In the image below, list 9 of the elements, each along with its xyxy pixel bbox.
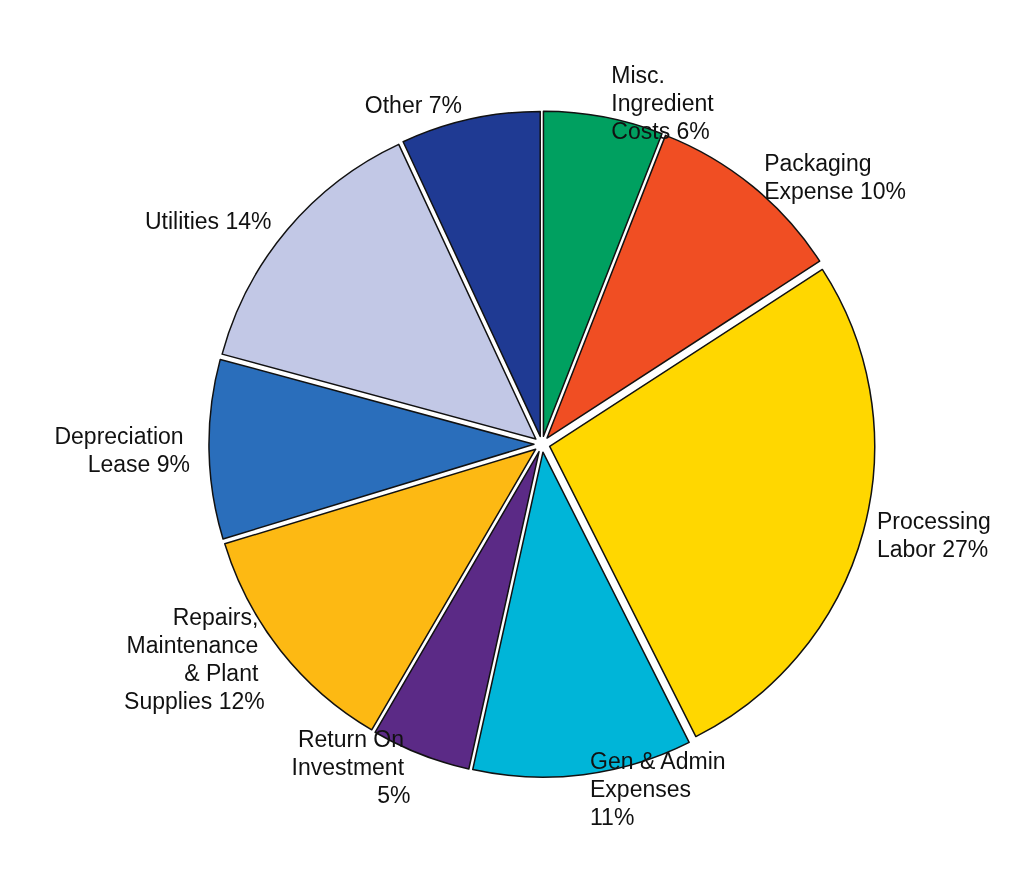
slice-label: Utilities 14% [144, 207, 272, 234]
slice-label: Other 7% [364, 92, 462, 119]
data-label: 5% [377, 782, 411, 809]
slice-label: Repairs, Maintenance & Plant Supplies 12% [124, 604, 265, 715]
slice-label: Depreciation Lease 9% [54, 422, 190, 477]
slice-label: Packaging Expense 10% [764, 149, 907, 204]
slice-label: Return On Investment [291, 726, 411, 781]
data-label: 11% [590, 803, 635, 830]
slice-label: Processing Labor 27% [876, 507, 998, 562]
